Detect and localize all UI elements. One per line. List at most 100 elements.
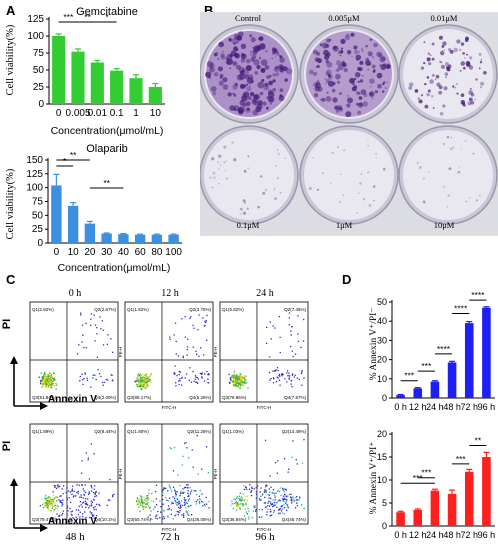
colony-dot: [324, 83, 326, 85]
event-dot: [61, 505, 63, 507]
event-dot: [143, 496, 145, 498]
event-dot: [81, 324, 84, 326]
colony-dot: [245, 101, 251, 107]
flow-plot: Q1(1.82%) Q2(3.75%)Q3(89.17%) Q4(5.25%)FIT…: [118, 301, 214, 410]
colony-dot: [339, 54, 342, 57]
colony-dot: [351, 55, 353, 58]
event-dot: [86, 377, 88, 379]
event-dot: [229, 382, 231, 384]
fitc-axis-label: FITC-H: [257, 527, 272, 532]
x-tick-label: 10: [68, 247, 80, 258]
event-dot: [297, 333, 299, 335]
event-dot: [49, 497, 52, 499]
colony-dot: [309, 69, 314, 75]
event-dot: [247, 495, 249, 497]
event-dot: [136, 497, 139, 499]
fitc-axis-label: FITC-H: [162, 527, 177, 532]
colony-dot: [453, 47, 458, 53]
event-dot: [84, 500, 86, 502]
event-dot: [140, 498, 143, 500]
event-dot: [244, 377, 246, 379]
event-dot: [45, 501, 48, 503]
event-dot: [170, 513, 172, 515]
event-dot: [161, 518, 163, 520]
event-dot: [274, 494, 276, 496]
x-tick-label: 0 h: [394, 530, 407, 540]
colony-dot: [212, 171, 216, 175]
colony-dot: [270, 102, 272, 105]
event-dot: [45, 501, 48, 504]
event-dot: [188, 505, 190, 507]
colony-dot: [252, 109, 258, 116]
event-dot: [207, 378, 209, 380]
event-dot: [50, 381, 53, 383]
event-dot: [54, 504, 56, 506]
event-dot: [234, 503, 236, 505]
colony-dot: [469, 197, 471, 199]
event-dot: [84, 484, 86, 486]
colony-dot: [349, 77, 355, 84]
colony-dot: [370, 93, 373, 96]
event-dot: [270, 338, 272, 340]
colony-dot: [245, 107, 251, 113]
event-dot: [184, 336, 186, 338]
colony-dot: [460, 148, 462, 150]
event-dot: [199, 372, 201, 375]
colony-dot: [320, 86, 322, 88]
y-tick-label: 0: [37, 238, 43, 249]
colony-dot: [277, 153, 280, 156]
colony-dot: [278, 95, 285, 102]
event-dot: [242, 503, 244, 505]
event-dot: [90, 318, 92, 320]
event-dot: [269, 475, 271, 477]
event-dot: [66, 487, 68, 489]
pi-axis-label: PI: [1, 319, 13, 329]
event-dot: [56, 500, 58, 502]
colony-dot: [426, 57, 431, 62]
event-dot: [201, 468, 203, 470]
event-dot: [177, 501, 179, 504]
event-dot: [206, 503, 208, 505]
event-dot: [286, 504, 289, 506]
colony-dot: [416, 162, 419, 164]
colony-dot: [246, 77, 254, 84]
event-dot: [277, 509, 280, 511]
y-tick-label: 150: [26, 155, 43, 166]
event-dot: [238, 375, 240, 378]
colony-dot: [321, 172, 324, 174]
event-dot: [41, 381, 44, 384]
colony-dot: [431, 95, 434, 98]
event-dot: [55, 388, 57, 390]
event-dot: [269, 491, 271, 493]
event-dot: [240, 500, 242, 502]
event-dot: [288, 378, 290, 380]
event-dot: [236, 385, 238, 387]
event-dot: [51, 384, 53, 386]
event-dot: [43, 375, 45, 377]
colony-dot: [229, 67, 232, 70]
event-dot: [153, 508, 155, 510]
event-dot: [93, 488, 95, 490]
d2-sig-3-label: ***: [456, 454, 467, 464]
event-dot: [268, 371, 271, 374]
colony-dot: [459, 48, 462, 51]
event-dot: [182, 455, 184, 457]
colony-dish-panel: Control 0.005μM 0.01μM 0.1μM 1μM 10μM: [199, 12, 498, 236]
gem-xlabel: Concentration(μmol/mL): [51, 125, 164, 137]
event-dot: [145, 385, 147, 387]
event-dot: [265, 486, 267, 488]
event-dot: [88, 516, 91, 519]
y-tick-label: 20: [377, 355, 387, 365]
event-dot: [264, 489, 266, 491]
event-dot: [290, 501, 293, 504]
colony-dot: [360, 173, 363, 175]
colony-dot: [271, 57, 273, 60]
event-dot: [49, 382, 51, 384]
event-dot: [179, 495, 181, 497]
event-dot: [249, 484, 251, 486]
colony-dot: [233, 93, 237, 97]
x-tick-label: 30: [101, 247, 113, 258]
event-dot: [251, 517, 254, 519]
event-dot: [187, 487, 189, 489]
event-dot: [52, 372, 54, 374]
